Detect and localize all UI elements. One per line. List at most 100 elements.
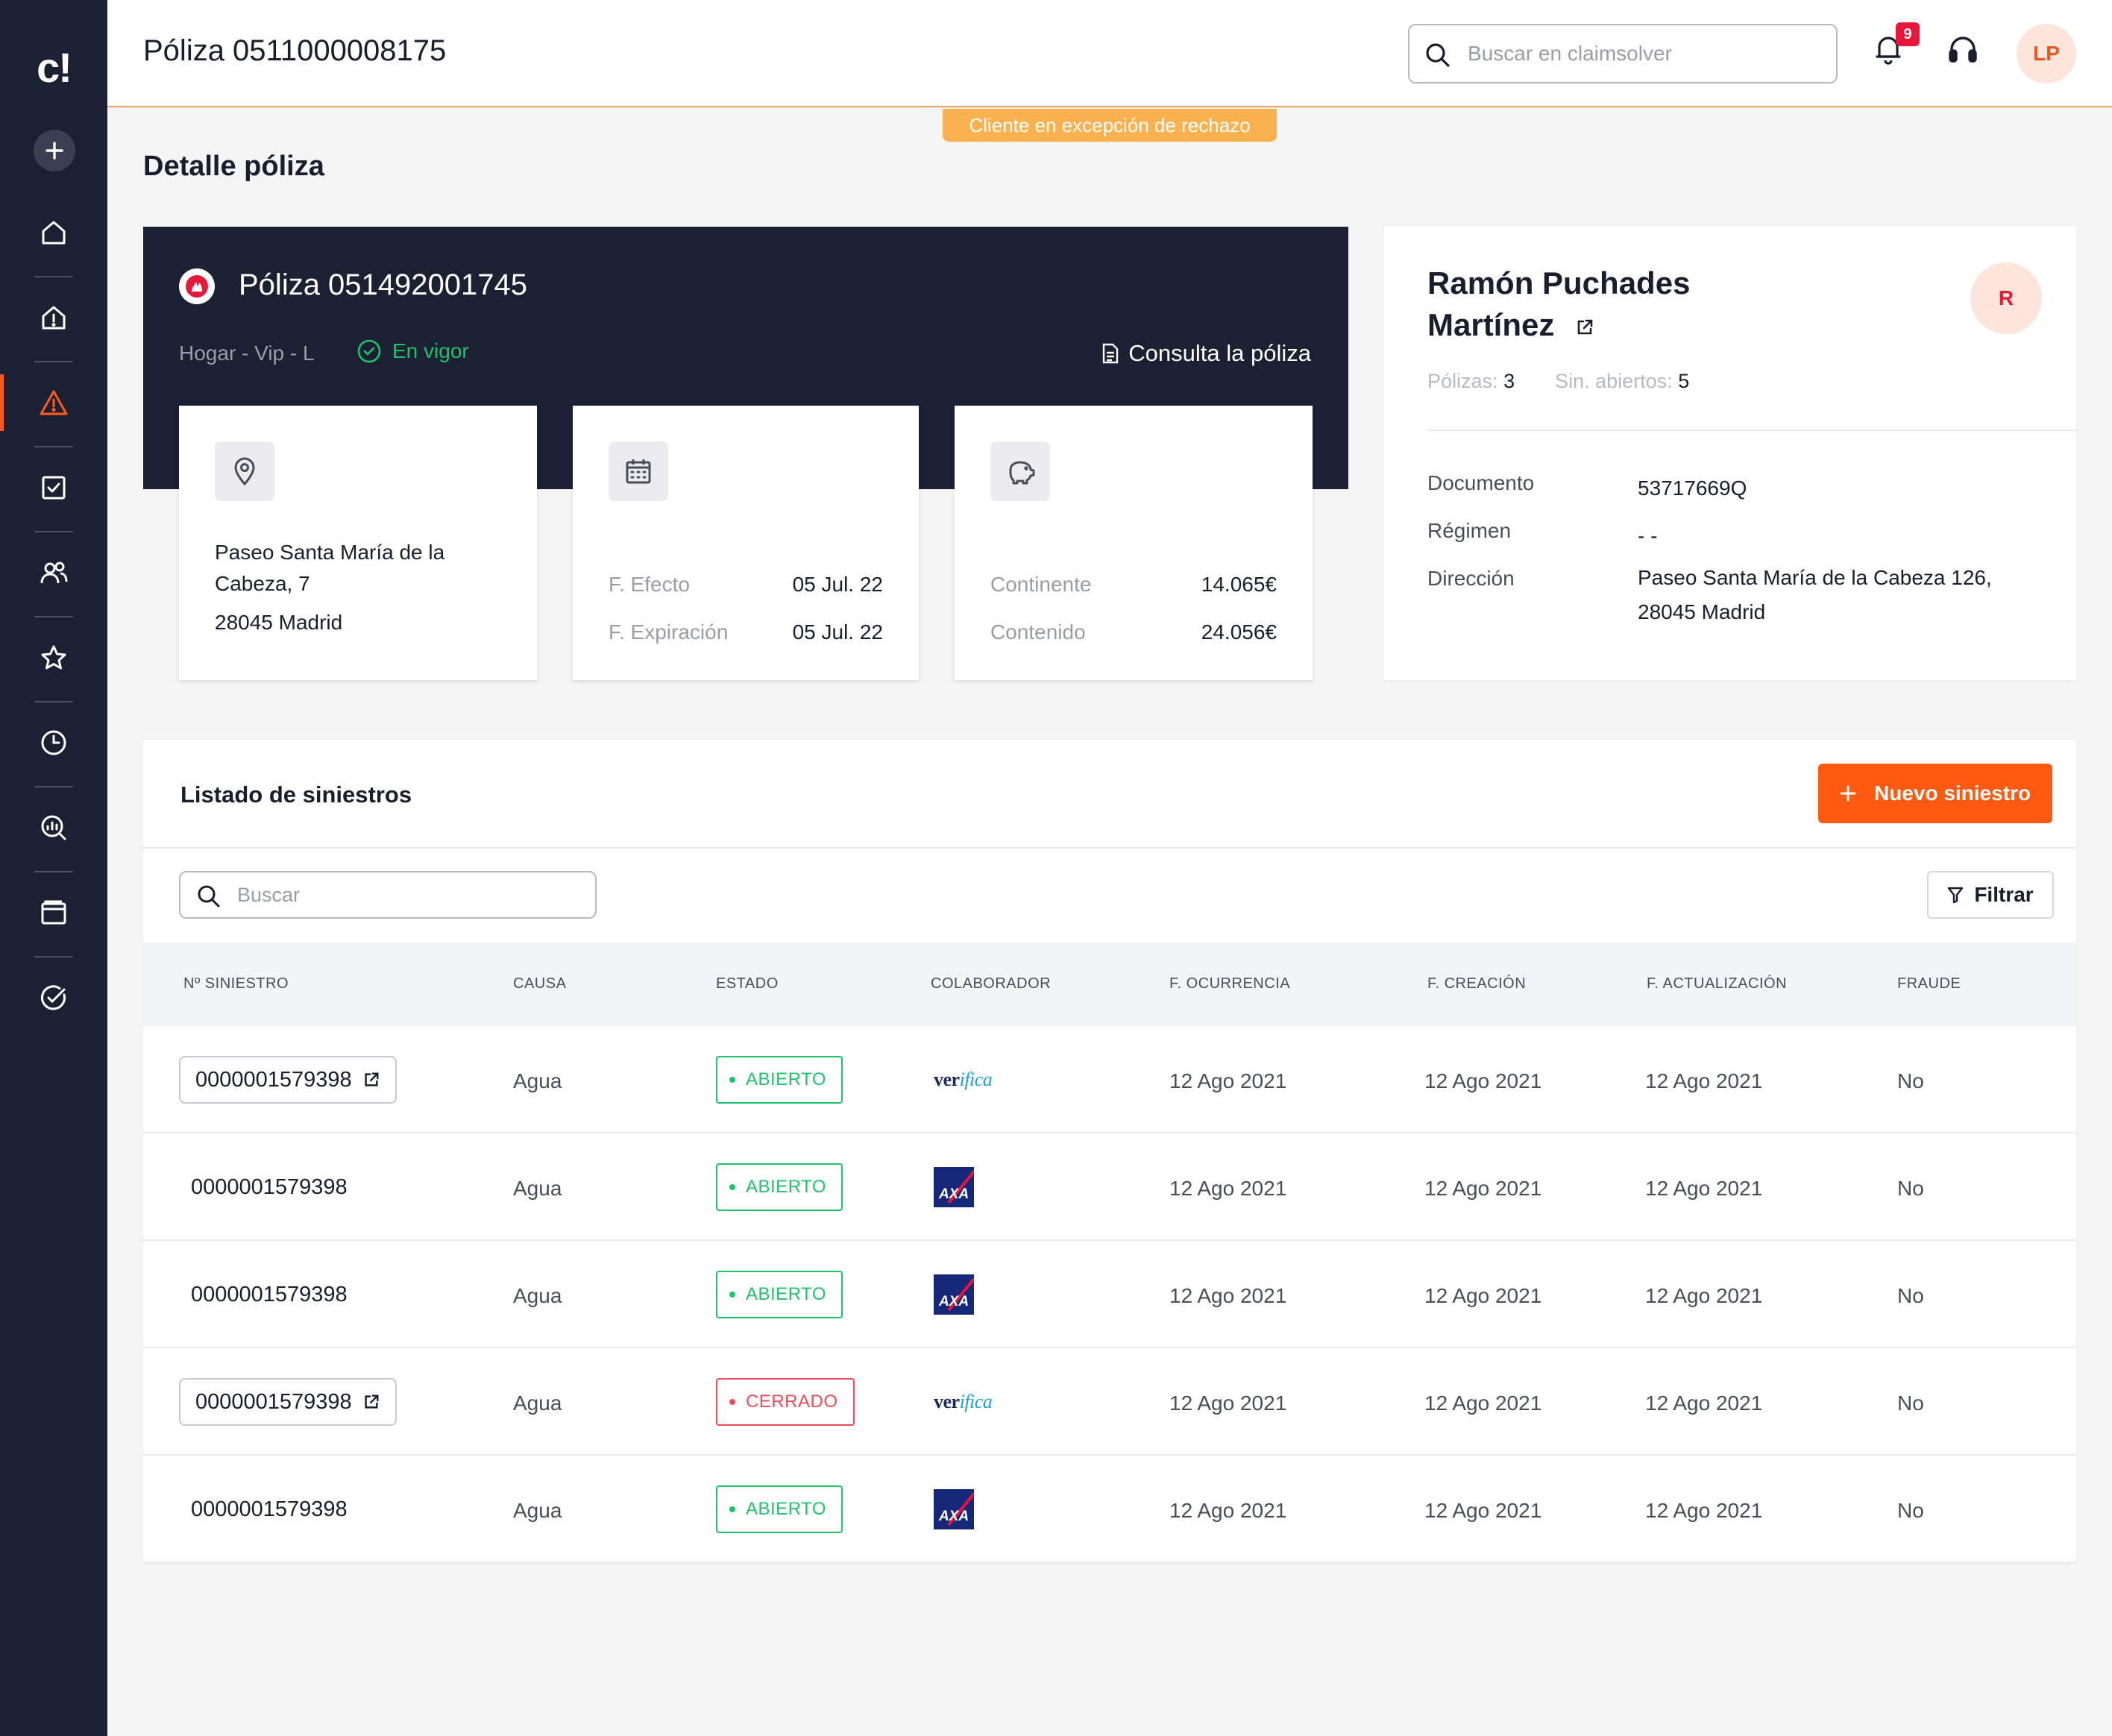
sidebar-item-verified[interactable] [0, 956, 107, 1040]
expiry-date-label: F. Expiración [609, 620, 729, 644]
calendar-icon [626, 459, 651, 484]
analytics-icon [41, 815, 66, 840]
axa-logo-icon: AXA [934, 1274, 974, 1315]
filter-button[interactable]: Filtrar [1927, 871, 2054, 919]
new-claim-label: Nuevo siniestro [1873, 781, 2031, 805]
users-icon [40, 562, 68, 584]
headset-icon[interactable] [1946, 34, 1979, 66]
notification-badge: 9 [1896, 22, 1920, 46]
table-row[interactable]: 0000001579398 Agua ABIERTO AXA 12 Ago 2021 12… [143, 1133, 2076, 1241]
status-badge: ABIERTO [716, 1056, 843, 1104]
client-card: Ramón Puchades Martínez R Pólizas: 3 Sin… [1384, 227, 2076, 680]
column-header[interactable]: ESTADO [716, 975, 779, 992]
expiry-date-row: F. Expiración 05 Jul. 22 [609, 620, 883, 644]
claim-cause: Agua [513, 1499, 562, 1522]
insurer-logo [179, 268, 215, 304]
add-button[interactable] [34, 130, 75, 172]
consult-policy-link[interactable]: Consulta la póliza [1101, 340, 1311, 367]
status-badge: ABIERTO [716, 1485, 843, 1533]
column-header[interactable]: F. CREACIÓN [1427, 975, 1527, 992]
claim-id: 0000001579398 [195, 1389, 352, 1414]
container-label: Continente [990, 573, 1092, 596]
global-search-input[interactable] [1468, 25, 1826, 82]
effect-date-label: F. Efecto [609, 573, 690, 596]
axa-logo-icon: AXA [934, 1167, 974, 1207]
table-row[interactable]: 0000001579398 Agua ABIERTO AXA 12 Ago 2021 12… [143, 1456, 2076, 1563]
user-avatar[interactable]: LP [2017, 24, 2076, 84]
content-value: 24.056€ [1201, 620, 1277, 644]
claim-id-link[interactable]: 0000001579398 [179, 1056, 397, 1104]
client-name-line-2: Martínez [1427, 307, 1555, 342]
claim-updated-date: 12 Ago 2021 [1645, 1177, 1763, 1200]
client-name-line-2-row: Martínez [1427, 304, 1845, 346]
piggy-bank-icon [1009, 461, 1035, 485]
app-logo[interactable]: c! [37, 44, 72, 91]
column-header[interactable]: FRAUDE [1897, 975, 1961, 992]
home-icon [42, 221, 66, 245]
status-label: ABIERTO [746, 1284, 826, 1304]
sidebar-item-windows[interactable] [0, 871, 107, 955]
global-search[interactable] [1408, 24, 1838, 84]
warning-icon [40, 390, 68, 415]
calendar-icon-box [609, 441, 668, 501]
verifica-logo: verifica [934, 1069, 993, 1091]
claim-id-link[interactable]: 0000001579398 [179, 1378, 397, 1426]
new-claim-button[interactable]: Nuevo siniestro [1818, 764, 2052, 823]
address-card: Paseo Santa María de la Cabeza, 7 28045 … [179, 406, 537, 680]
policies-value: 3 [1503, 370, 1515, 392]
effect-date-value: 05 Jul. 22 [792, 573, 883, 596]
sidebar-item-users[interactable] [0, 531, 107, 614]
sidebar-item-history[interactable] [0, 701, 107, 784]
sidebar-item-claims[interactable] [0, 361, 107, 444]
status-label: ABIERTO [746, 1177, 826, 1197]
status-badge: ABIERTO [716, 1163, 843, 1211]
claims-search[interactable] [179, 871, 597, 919]
collaborator-logo: verifica [934, 1059, 993, 1101]
external-link-icon[interactable] [1575, 318, 1594, 337]
table-row[interactable]: 0000001579398 Agua CERRADO verifica 12 Ago 2… [143, 1348, 2076, 1456]
status-label: ABIERTO [746, 1069, 826, 1089]
document-label: Documento [1427, 471, 1535, 494]
dates-card: F. Efecto 05 Jul. 22 F. Expiración 05 Ju… [573, 406, 919, 680]
task-check-icon [42, 476, 66, 500]
claim-updated-date: 12 Ago 2021 [1645, 1391, 1763, 1415]
status-dot [729, 1399, 735, 1405]
exception-banner: Cliente en excepción de rechazo [943, 109, 1277, 142]
column-header[interactable]: F. ACTUALIZACIÓN [1647, 975, 1788, 992]
content-row: Contenido 24.056€ [990, 620, 1277, 644]
window-icon [41, 900, 66, 925]
claim-fraud: No [1897, 1284, 1924, 1307]
claim-cause: Agua [513, 1284, 562, 1307]
column-header[interactable]: Nº SINIESTRO [183, 975, 289, 992]
column-header[interactable]: COLABORADOR [931, 975, 1052, 992]
claim-id: 0000001579398 [191, 1175, 348, 1199]
column-header[interactable]: F. OCURRENCIA [1169, 975, 1291, 992]
divider [143, 847, 2076, 849]
search-icon [198, 885, 220, 908]
sidebar-item-tasks[interactable] [0, 446, 107, 529]
claim-cause: Agua [513, 1069, 562, 1092]
external-link-icon [365, 1394, 379, 1409]
status-label: ABIERTO [746, 1499, 826, 1519]
table-header: Nº SINIESTRO CAUSA ESTADO COLABORADOR F.… [143, 943, 2076, 1026]
sidebar-item-home[interactable] [0, 191, 107, 274]
claims-search-input[interactable] [237, 872, 580, 917]
claim-id: 0000001579398 [195, 1067, 352, 1092]
sidebar-item-home-alert[interactable] [0, 276, 107, 359]
column-header[interactable]: CAUSA [513, 975, 567, 992]
sidebar-item-analytics[interactable] [0, 786, 107, 869]
axa-text: AXA [938, 1509, 969, 1524]
client-address-line-2: 28045 Madrid [1638, 600, 1766, 623]
table-row[interactable]: 0000001579398 Agua ABIERTO verifica 12 Ago 2… [143, 1026, 2076, 1133]
claim-fraud: No [1897, 1177, 1924, 1200]
verifica-text-b: ifica [959, 1391, 993, 1412]
policy-status-label: En vigor [392, 339, 469, 362]
claim-occurred-date: 12 Ago 2021 [1169, 1069, 1287, 1092]
axa-logo-icon: AXA [934, 1489, 974, 1529]
search-icon [1426, 43, 1450, 67]
claim-updated-date: 12 Ago 2021 [1645, 1284, 1763, 1307]
sidebar-item-favorites[interactable] [0, 616, 107, 699]
axa-text: AXA [938, 1186, 969, 1202]
bell-icon[interactable] [1873, 33, 1903, 66]
table-row[interactable]: 0000001579398 Agua ABIERTO AXA 12 Ago 2021 12… [143, 1241, 2076, 1348]
